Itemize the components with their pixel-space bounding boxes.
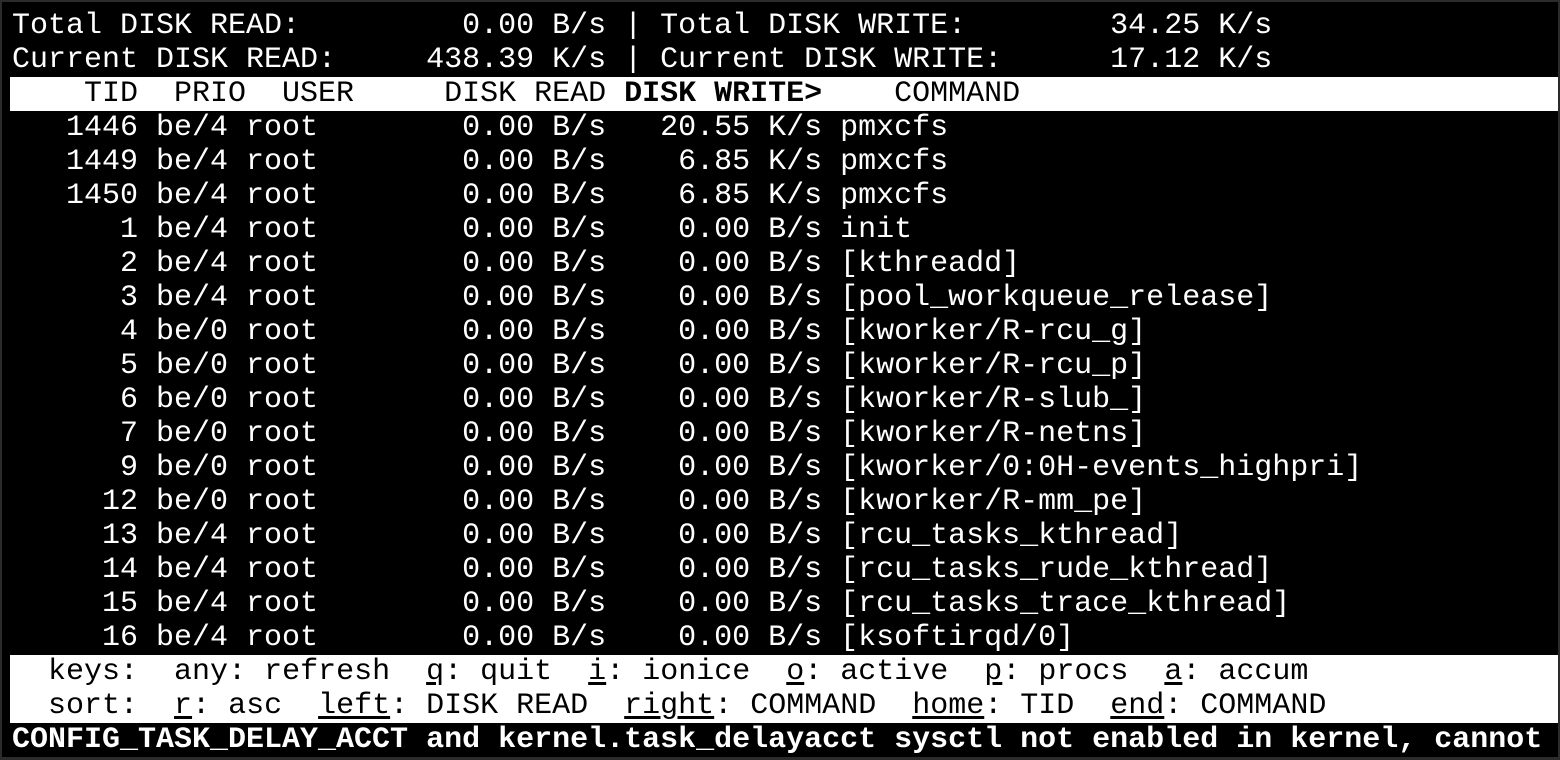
column-command[interactable]: COMMAND: [822, 77, 1021, 111]
spacer: [876, 689, 912, 723]
process-row[interactable]: 1446 be/4 root 0.00 B/s 20.55 K/s pmxcfs: [12, 111, 949, 145]
spacer: [552, 655, 588, 689]
hotkey-home[interactable]: home: [912, 689, 985, 723]
process-row[interactable]: 12 be/0 root 0.00 B/s 0.00 B/s [kworker/…: [12, 485, 1147, 519]
process-row[interactable]: 1 be/4 root 0.00 B/s 0.00 B/s init: [12, 213, 913, 247]
hotkey-description: : active: [804, 655, 949, 689]
hotkey-end[interactable]: end: [1110, 689, 1165, 723]
hotkey-any[interactable]: any: [174, 655, 229, 689]
spacer: [588, 689, 624, 723]
sort-help-line: sort: r: asc left: DISK READ right: COMM…: [10, 689, 1558, 723]
hotkey-description: : ionice: [606, 655, 751, 689]
hotkey-p[interactable]: p: [984, 655, 1003, 689]
process-row[interactable]: 9 be/0 root 0.00 B/s 0.00 B/s [kworker/0…: [12, 451, 1363, 485]
column-header: TID PRIO USER DISK READ DISK WRITE> COMM…: [10, 77, 1558, 111]
spacer: [948, 655, 984, 689]
spacer: [750, 655, 786, 689]
hotkey-r[interactable]: r: [174, 689, 193, 723]
help-label: keys:: [12, 655, 139, 689]
process-row[interactable]: 4 be/0 root 0.00 B/s 0.00 B/s [kworker/R…: [12, 315, 1147, 349]
total-read: Total DISK READ: 0.00 B/s | Total DISK W…: [12, 9, 1273, 43]
iotop-screen: Total DISK READ: 0.00 B/s | Total DISK W…: [10, 9, 1558, 757]
process-row[interactable]: 7 be/0 root 0.00 B/s 0.00 B/s [kworker/R…: [12, 417, 1147, 451]
process-row[interactable]: 5 be/0 root 0.00 B/s 0.00 B/s [kworker/R…: [12, 349, 1147, 383]
spacer: [1128, 655, 1164, 689]
keys-help-line: keys: any: refresh q: quit i: ionice o: …: [10, 655, 1558, 689]
hotkey-right[interactable]: right: [624, 689, 715, 723]
hotkey-description: : quit: [444, 655, 553, 689]
sorted-column-disk-write[interactable]: DISK WRITE>: [624, 77, 823, 111]
current-io-line: Current DISK READ: 438.39 K/s | Current …: [10, 43, 1558, 77]
total-io-line: Total DISK READ: 0.00 B/s | Total DISK W…: [10, 9, 1558, 43]
hotkey-left[interactable]: left: [318, 689, 391, 723]
hotkey-description: : TID: [984, 689, 1075, 723]
spacer: [282, 689, 318, 723]
help-label: sort:: [12, 689, 139, 723]
hotkey-description: : COMMAND: [1164, 689, 1327, 723]
process-row[interactable]: 3 be/4 root 0.00 B/s 0.00 B/s [pool_work…: [12, 281, 1273, 315]
process-row[interactable]: 6 be/0 root 0.00 B/s 0.00 B/s [kworker/R…: [12, 383, 1147, 417]
hotkey-description: : accum: [1182, 655, 1309, 689]
hotkey-description: : COMMAND: [714, 689, 877, 723]
process-row[interactable]: 15 be/4 root 0.00 B/s 0.00 B/s [rcu_task…: [12, 587, 1291, 621]
process-row[interactable]: 1450 be/4 root 0.00 B/s 6.85 K/s pmxcfs: [12, 179, 949, 213]
spacer: [390, 655, 426, 689]
spacer: [138, 655, 174, 689]
hotkey-description: : asc: [192, 689, 283, 723]
hotkey-description: : refresh: [228, 655, 391, 689]
warning-message: CONFIG_TASK_DELAY_ACCT and kernel.task_d…: [12, 723, 1543, 757]
process-row[interactable]: 1449 be/4 root 0.00 B/s 6.85 K/s pmxcfs: [12, 145, 949, 179]
hotkey-description: : procs: [1002, 655, 1129, 689]
spacer: [138, 689, 174, 723]
process-row[interactable]: 2 be/4 root 0.00 B/s 0.00 B/s [kthreadd]: [12, 247, 1021, 281]
current-read: Current DISK READ: 438.39 K/s | Current …: [12, 43, 1273, 77]
process-row[interactable]: 13 be/4 root 0.00 B/s 0.00 B/s [rcu_task…: [12, 519, 1183, 553]
process-row[interactable]: 14 be/4 root 0.00 B/s 0.00 B/s [rcu_task…: [12, 553, 1273, 587]
spacer: [1074, 689, 1110, 723]
hotkey-description: : DISK READ: [390, 689, 589, 723]
hotkey-a[interactable]: a: [1164, 655, 1183, 689]
hotkey-q[interactable]: q: [426, 655, 445, 689]
process-list: 1446 be/4 root 0.00 B/s 20.55 K/s pmxcfs…: [10, 111, 1558, 655]
column-headers[interactable]: TID PRIO USER DISK READ: [12, 77, 625, 111]
hotkey-o[interactable]: o: [786, 655, 805, 689]
hotkey-i[interactable]: i: [588, 655, 607, 689]
process-row[interactable]: 16 be/4 root 0.00 B/s 0.00 B/s [ksoftirq…: [12, 621, 1075, 655]
